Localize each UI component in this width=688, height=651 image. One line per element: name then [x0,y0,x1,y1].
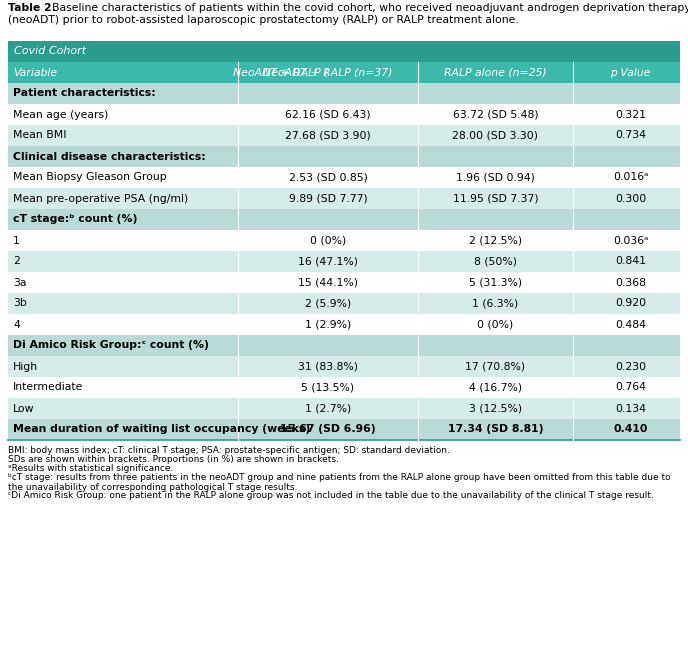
Bar [8,146,680,167]
Text: ᵃResults with statistical significance.: ᵃResults with statistical significance. [8,464,173,473]
Bar [8,356,680,377]
Bar [8,62,680,83]
Text: 28.00 (SD 3.30): 28.00 (SD 3.30) [453,130,539,141]
Text: ᵇcT stage: results from three patients in the neoADT group and nine patients fro: ᵇcT stage: results from three patients i… [8,473,671,492]
Text: 0.300: 0.300 [615,193,646,204]
Text: 3 (12.5%): 3 (12.5%) [469,404,522,413]
Text: 16 (47.1%): 16 (47.1%) [298,256,358,266]
Text: 1 (2.9%): 1 (2.9%) [305,320,351,329]
Text: Patient characteristics:: Patient characteristics: [13,89,155,98]
Bar [8,209,680,230]
Bar [8,419,680,440]
Bar [8,167,680,188]
Bar [8,41,680,62]
Text: 2: 2 [13,256,20,266]
Text: Mean Biopsy Gleason Group: Mean Biopsy Gleason Group [13,173,166,182]
Text: 2.53 (SD 0.85): 2.53 (SD 0.85) [288,173,367,182]
Bar [8,335,680,356]
Bar [8,104,680,125]
Text: 1 (2.7%): 1 (2.7%) [305,404,351,413]
Text: 3a: 3a [13,277,27,288]
Text: 1: 1 [13,236,20,245]
Text: Di Amico Risk Group:ᶜ count (%): Di Amico Risk Group:ᶜ count (%) [13,340,209,350]
Text: Baseline characteristics of patients within the covid cohort, who received neoad: Baseline characteristics of patients wit… [52,3,688,13]
Bar [8,377,680,398]
Text: 17 (70.8%): 17 (70.8%) [466,361,526,372]
Text: 0.920: 0.920 [615,299,646,309]
Text: Variable: Variable [13,68,57,77]
Text: BMI: body mass index; cT: clinical T stage; PSA: prostate-specific antigen; SD: : BMI: body mass index; cT: clinical T sta… [8,446,450,455]
Text: 17.34 (SD 8.81): 17.34 (SD 8.81) [448,424,544,434]
Text: ᶜDi Amico Risk Group: one patient in the RALP alone group was not included in th: ᶜDi Amico Risk Group: one patient in the… [8,491,654,500]
Bar [8,314,680,335]
Text: 0.036ᵃ: 0.036ᵃ [613,236,648,245]
Text: NeoADT + RALP (: NeoADT + RALP ( [233,68,328,77]
Text: 62.16 (SD 6.43): 62.16 (SD 6.43) [286,109,371,120]
Text: 0 (0%): 0 (0%) [477,320,514,329]
Text: 27.68 (SD 3.90): 27.68 (SD 3.90) [285,130,371,141]
Text: Covid Cohort: Covid Cohort [14,46,86,57]
Text: 2 (5.9%): 2 (5.9%) [305,299,351,309]
Text: 63.72 (SD 5.48): 63.72 (SD 5.48) [453,109,538,120]
Text: 0.230: 0.230 [615,361,646,372]
Text: Mean age (years): Mean age (years) [13,109,109,120]
Bar [8,125,680,146]
Bar [8,251,680,272]
Bar [8,230,680,251]
Text: 0.134: 0.134 [615,404,646,413]
Text: 0.484: 0.484 [615,320,646,329]
Text: Intermediate: Intermediate [13,383,83,393]
Text: cT stage:ᵇ count (%): cT stage:ᵇ count (%) [13,214,138,225]
Text: 1 (6.3%): 1 (6.3%) [473,299,519,309]
Text: 0.734: 0.734 [615,130,646,141]
Text: 0.410: 0.410 [613,424,647,434]
Text: High: High [13,361,38,372]
Text: 0.841: 0.841 [615,256,646,266]
Text: 31 (83.8%): 31 (83.8%) [298,361,358,372]
Text: 5 (13.5%): 5 (13.5%) [301,383,354,393]
Text: 0 (0%): 0 (0%) [310,236,346,245]
Bar [8,293,680,314]
Bar [8,188,680,209]
Text: 0.321: 0.321 [615,109,646,120]
Text: Table 2.: Table 2. [8,3,56,13]
Text: Mean duration of waiting list occupancy (weeks): Mean duration of waiting list occupancy … [13,424,310,434]
Text: 4 (16.7%): 4 (16.7%) [469,383,522,393]
Bar [8,398,680,419]
Text: Clinical disease characteristics:: Clinical disease characteristics: [13,152,206,161]
Text: 11.95 (SD 7.37): 11.95 (SD 7.37) [453,193,538,204]
Bar [8,272,680,293]
Text: 2 (12.5%): 2 (12.5%) [469,236,522,245]
Text: Mean pre-operative PSA (ng/ml): Mean pre-operative PSA (ng/ml) [13,193,189,204]
Text: 0.016ᵃ: 0.016ᵃ [613,173,648,182]
Text: 0.764: 0.764 [615,383,646,393]
Text: Mean BMI: Mean BMI [13,130,67,141]
Text: RALP alone (n=25): RALP alone (n=25) [444,68,547,77]
Text: p Value: p Value [610,68,651,77]
Text: 1.96 (SD 0.94): 1.96 (SD 0.94) [456,173,535,182]
Text: Low: Low [13,404,34,413]
Text: 0.368: 0.368 [615,277,646,288]
Text: 5 (31.3%): 5 (31.3%) [469,277,522,288]
Text: 3b: 3b [13,299,27,309]
Text: 4: 4 [13,320,20,329]
Text: SDs are shown within brackets. Proportions (in %) are shown in brackets.: SDs are shown within brackets. Proportio… [8,455,339,464]
Text: 15.67 (SD 6.96): 15.67 (SD 6.96) [280,424,376,434]
Text: NeoADT + RALP (n=37): NeoADT + RALP (n=37) [264,68,393,77]
Text: (neoADT) prior to robot-assisted laparoscopic prostatectomy (RALP) or RALP treat: (neoADT) prior to robot-assisted laparos… [8,15,519,25]
Text: 8 (50%): 8 (50%) [474,256,517,266]
Bar [8,83,680,104]
Text: 15 (44.1%): 15 (44.1%) [298,277,358,288]
Text: 9.89 (SD 7.77): 9.89 (SD 7.77) [289,193,367,204]
